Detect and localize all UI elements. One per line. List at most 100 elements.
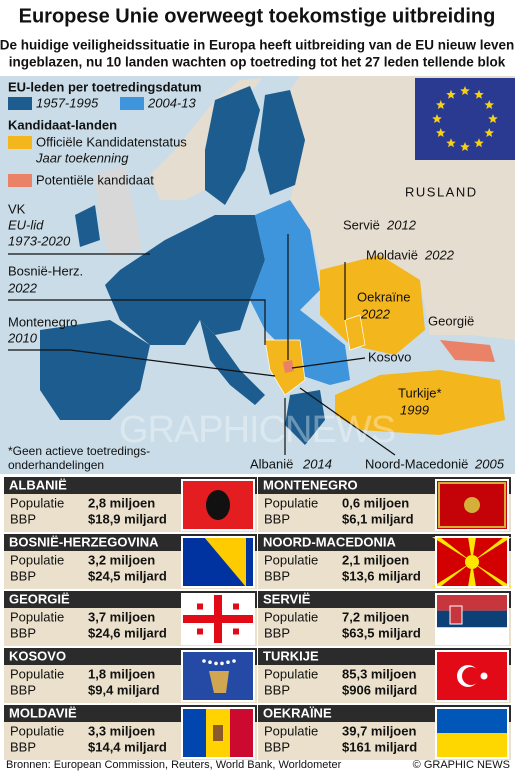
legend-swatch: [8, 174, 32, 187]
flag-part: [182, 708, 206, 758]
flag-border: [181, 593, 255, 645]
stat-label: Populatie: [264, 552, 318, 567]
flag-part: [432, 537, 472, 562]
flag: [181, 479, 255, 531]
map-label: Georgië: [428, 313, 474, 328]
legend-label: 1957-1995: [36, 95, 99, 110]
map-label: VK: [8, 201, 26, 216]
stat-value: 39,7 miljoen: [342, 723, 416, 738]
map-label: 2012: [386, 217, 417, 232]
flag-part: [449, 605, 463, 625]
flag: [432, 536, 512, 588]
star: [460, 86, 470, 95]
map-label: Servië: [343, 217, 380, 232]
stat-label: BBP: [10, 682, 36, 697]
flag-part: [468, 562, 476, 587]
country-name: MONTENEGRO: [263, 477, 358, 492]
flag-part: [438, 482, 506, 528]
star: [484, 128, 494, 137]
flag: [435, 707, 509, 759]
country-box: MONTENEGRO Populatie 0,6 miljoen BBP $6,1 mi…: [258, 477, 511, 532]
map-label: 2022: [360, 306, 391, 321]
finland: [258, 90, 305, 195]
stat-value: $63,5 miljard: [342, 625, 421, 640]
star: [436, 100, 446, 109]
flag-border: [435, 536, 509, 588]
stat-label: BBP: [264, 682, 290, 697]
italy: [200, 320, 265, 405]
flag-part: [233, 603, 239, 610]
leader-line: [8, 349, 276, 377]
flag-border: [181, 536, 255, 588]
flag: [435, 593, 509, 645]
star: [488, 114, 498, 123]
star: [474, 89, 484, 99]
flag: [181, 536, 255, 588]
stat-label: Populatie: [264, 495, 318, 510]
stat-value: 3,3 miljoen: [88, 723, 155, 738]
country-name: MOLDAVIË: [9, 705, 77, 720]
flag-border: [435, 707, 509, 759]
star: [474, 138, 484, 148]
stat-value: $13,6 miljard: [342, 568, 421, 583]
flag-part: [432, 562, 472, 587]
stat-label: Populatie: [264, 666, 318, 681]
flag-part: [230, 708, 254, 758]
stat-value: $14,4 miljard: [88, 739, 167, 754]
map-label: Moldavië: [366, 247, 418, 262]
map-label: RUSLAND: [405, 184, 478, 199]
stat-value: 2,1 miljoen: [342, 552, 409, 567]
star: [436, 128, 446, 137]
flag: [181, 707, 255, 759]
map-label: Turkije*: [398, 385, 442, 400]
flag-part: [206, 490, 230, 520]
flag-part: [220, 661, 224, 666]
flag-part: [232, 659, 236, 663]
stat-value: 3,2 miljoen: [88, 552, 155, 567]
map-label: Kosovo: [368, 349, 411, 364]
legend-label: Potentiële kandidaat: [36, 172, 154, 187]
map-label: Albanië: [250, 456, 293, 471]
stat-label: BBP: [10, 739, 36, 754]
flag-part: [480, 672, 488, 680]
leader-line: [8, 299, 266, 345]
flag-part: [197, 603, 203, 610]
map-labels: RUSLAND VK EU-lid 1973-2020 Bosnië-Herz.…: [7, 184, 505, 472]
stat-value: $6,1 miljard: [342, 511, 414, 526]
map-label: 2010: [7, 330, 38, 345]
legend-swatch: [120, 97, 144, 110]
flag-part: [436, 627, 508, 644]
stat-label: BBP: [10, 625, 36, 640]
country-name: TURKIJE: [263, 648, 319, 663]
eu-stars: [432, 86, 498, 151]
stat-value: $24,5 miljard: [88, 568, 167, 583]
map-label: Noord-Macedonië: [365, 456, 468, 471]
stat-label: Populatie: [10, 609, 64, 624]
legend-swatch: [8, 97, 32, 110]
country-name: OEKRAÏNE: [263, 705, 332, 720]
map-label: 2022: [424, 247, 455, 262]
sweden: [205, 86, 260, 205]
map-label: 2022: [7, 280, 38, 295]
stat-value: $18,9 miljard: [88, 511, 167, 526]
stat-value: $906 miljard: [342, 682, 417, 697]
legend-label: Jaar toekenning: [35, 150, 129, 165]
stat-label: BBP: [264, 568, 290, 583]
map-label: EU-lid: [8, 217, 44, 232]
uk: [95, 165, 142, 257]
stat-label: BBP: [264, 625, 290, 640]
country-name: NOORD-MACEDONIA: [263, 534, 396, 549]
flag-part: [464, 497, 480, 513]
flag-part: [436, 733, 508, 758]
stat-value: 2,8 miljoen: [88, 495, 155, 510]
flag-part: [208, 660, 212, 664]
country-name: SERVIË: [263, 591, 311, 606]
iberia: [40, 320, 150, 420]
flag-part: [233, 628, 239, 635]
map-label: Oekraïne: [357, 289, 410, 304]
sources: Bronnen: European Commission, Reuters, W…: [6, 759, 342, 771]
stat-value: 7,2 miljoen: [342, 609, 409, 624]
flag-part: [468, 537, 476, 562]
country-box: KOSOVO Populatie 1,8 miljoen BBP $9,4 miljar…: [4, 648, 257, 703]
country-box: BOSNIË-HERZEGOVINA Populatie 3,2 miljoen BB…: [4, 534, 257, 589]
